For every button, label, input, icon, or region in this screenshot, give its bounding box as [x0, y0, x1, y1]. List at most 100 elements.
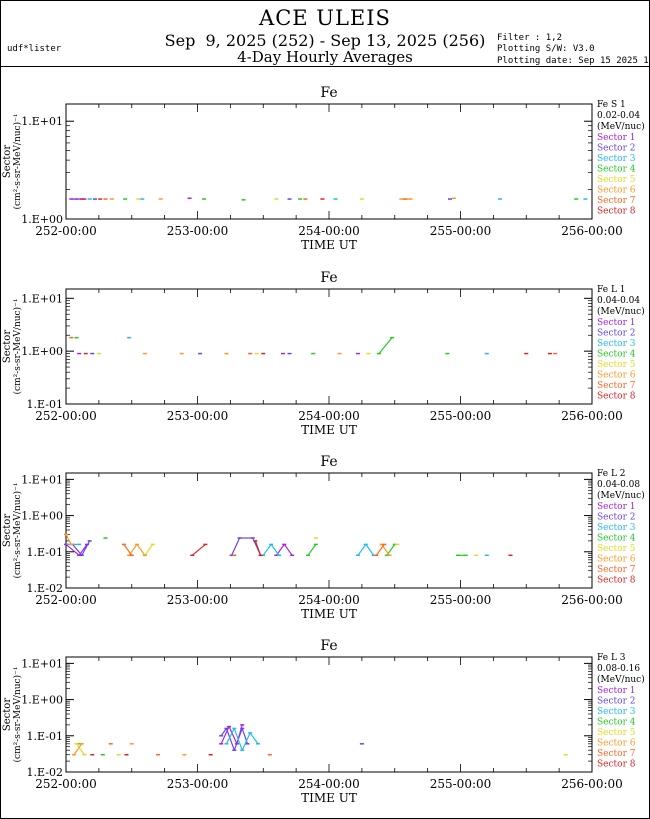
series-segment — [73, 743, 83, 756]
plot-frame — [65, 288, 593, 405]
legend-entry: Sector 7 — [597, 749, 636, 759]
legend-entry: Sector 6 — [597, 739, 636, 749]
series-segment — [231, 537, 241, 556]
legend-entry: Sector 8 — [597, 576, 636, 586]
x-tick-label: 256-00:00 — [561, 224, 623, 238]
x-tick-label: 253-00:00 — [167, 593, 229, 607]
y-tick-label: 1.E+01 — [21, 473, 63, 486]
legend-entry: Sector 8 — [597, 207, 636, 217]
y-axis-label: Sector — [2, 698, 13, 731]
legend-entry: Sector 4 — [597, 718, 636, 728]
x-tick-label: 253-00:00 — [167, 224, 229, 238]
legend-entry: Sector 2 — [597, 513, 635, 523]
user-label: udf*lister — [7, 44, 62, 54]
energy-unit: (MeV/nuc) — [597, 121, 645, 132]
series-segment — [233, 728, 243, 751]
series-segment — [65, 543, 80, 556]
date-range: Sep 9, 2025 (252) - Sep 13, 2025 (256) — [164, 31, 486, 50]
series-segment — [220, 728, 227, 737]
series-segment — [76, 743, 85, 756]
series-segment — [270, 544, 280, 556]
legend-entry: Sector 4 — [597, 534, 636, 544]
x-tick-label: 252-00:00 — [35, 224, 97, 238]
energy-range: 0.02-0.04 — [597, 111, 640, 121]
series-segment — [378, 337, 393, 354]
x-tick-label: 253-00:00 — [167, 777, 229, 791]
legend-entry: Sector 3 — [597, 339, 636, 349]
series-segment — [307, 544, 317, 556]
x-tick-label: 252-00:00 — [35, 593, 97, 607]
legend-entry: Sector 1 — [597, 133, 635, 143]
software-version: Plotting S/W: V3.0 — [497, 44, 595, 54]
species-label: Fe L 1 — [597, 285, 626, 295]
series-segment — [228, 726, 238, 745]
panel-title: Fe — [320, 270, 337, 286]
energy-unit: (MeV/nuc) — [597, 674, 645, 685]
legend-entry: Sector 2 — [597, 697, 635, 707]
series-segment — [225, 728, 235, 751]
y-tick-label: 1.E-02 — [27, 766, 63, 779]
y-tick-label: 1.E-01 — [27, 546, 63, 559]
legend-entry: Sector 3 — [597, 523, 636, 533]
species-label: Fe L 3 — [597, 653, 626, 663]
y-tick-label: 1.E+00 — [21, 213, 63, 226]
series-segment — [65, 534, 72, 545]
legend-entry: Sector 5 — [597, 175, 636, 185]
series-segment — [81, 540, 91, 556]
y-axis-units: (cm²-s-sr-MeV/nuc)⁻¹ — [12, 667, 23, 763]
y-axis-label: Sector — [2, 145, 13, 178]
series-segment — [72, 544, 83, 556]
plot-date: Plotting date: Sep 15 2025 10:39 — [497, 56, 650, 66]
species-label: Fe S 1 — [597, 100, 626, 110]
page-subtitle: 4-Day Hourly Averages — [237, 48, 413, 66]
legend-entry: Sector 6 — [597, 555, 636, 565]
x-tick-label: 256-00:00 — [561, 593, 623, 607]
legend-entry: Sector 8 — [597, 392, 636, 402]
series-segment — [254, 540, 262, 556]
series-segment — [220, 726, 230, 745]
y-tick-label: 1.E+01 — [21, 292, 63, 305]
filter-label: Filter : 1,2 — [497, 33, 563, 43]
plot-frame — [65, 656, 593, 773]
legend-entry: Sector 7 — [597, 196, 636, 206]
panel-title: Fe — [320, 454, 337, 470]
y-axis-units: (cm²-s-sr-MeV/nuc)⁻¹ — [12, 114, 23, 210]
legend-entry: Sector 5 — [597, 544, 636, 554]
legend-entry: Sector 6 — [597, 186, 636, 196]
energy-unit: (MeV/nuc) — [597, 306, 645, 317]
plot-frame — [65, 472, 593, 589]
x-tick-label: 256-00:00 — [561, 777, 623, 791]
x-tick-label: 255-00:00 — [430, 409, 492, 423]
series-segment — [375, 544, 385, 556]
x-tick-label: 255-00:00 — [430, 593, 492, 607]
y-tick-label: 1.E-02 — [27, 582, 63, 595]
x-tick-label: 255-00:00 — [430, 224, 492, 238]
y-axis-label: Sector — [2, 330, 13, 363]
y-tick-label: 1.E+00 — [21, 510, 63, 523]
series-segment — [365, 544, 375, 556]
legend-entry: Sector 5 — [597, 360, 636, 370]
legend-entry: Sector 4 — [597, 165, 636, 175]
x-tick-label: 254-00:00 — [298, 777, 360, 791]
panel-title: Fe — [320, 85, 337, 101]
legend-entry: Sector 2 — [597, 329, 635, 339]
legend-entry: Sector 3 — [597, 707, 636, 717]
y-tick-label: 1.E+01 — [21, 115, 63, 128]
energy-range: 0.04-0.04 — [597, 296, 640, 306]
legend-entry: Sector 6 — [597, 371, 636, 381]
series-segment — [283, 544, 293, 556]
y-axis-units: (cm²-s-sr-MeV/nuc)⁻¹ — [12, 299, 23, 395]
y-axis-label: Sector — [2, 514, 13, 547]
energy-range: 0.04-0.08 — [597, 480, 640, 490]
header-divider — [0, 66, 650, 67]
series-segment — [144, 544, 154, 556]
legend-entry: Sector 1 — [597, 502, 635, 512]
x-tick-label: 256-00:00 — [561, 409, 623, 423]
series-segment — [357, 544, 367, 556]
series-segment — [249, 732, 259, 745]
legend-entry: Sector 4 — [597, 350, 636, 360]
y-tick-label: 1.E-01 — [27, 730, 63, 743]
x-axis-label: TIME UT — [301, 607, 357, 621]
legend-entry: Sector 1 — [597, 686, 635, 696]
legend-entry: Sector 3 — [597, 154, 636, 164]
